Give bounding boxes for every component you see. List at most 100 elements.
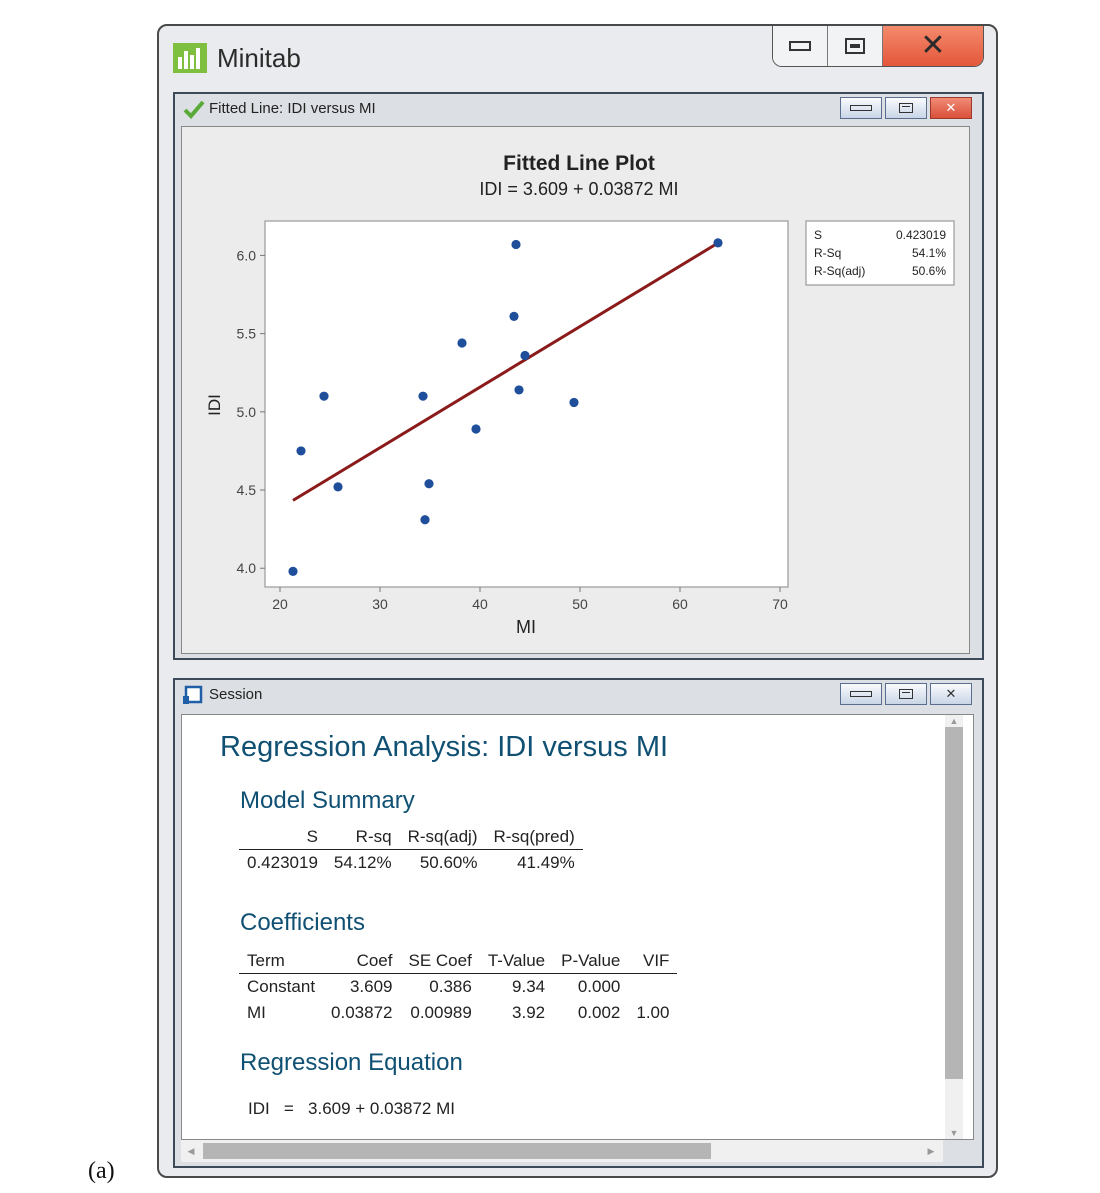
table-row: Constant 3.609 0.386 9.34 0.000 xyxy=(239,974,677,1001)
data-point xyxy=(514,385,524,395)
scroll-down-icon[interactable]: ▼ xyxy=(949,1128,959,1138)
y-tick-label: 5.5 xyxy=(237,326,257,342)
table-cell: 41.49% xyxy=(517,853,575,872)
table-cell: 3.609 xyxy=(349,977,393,996)
scroll-right-icon[interactable]: ▶ xyxy=(927,1146,935,1156)
table-cell: 50.60% xyxy=(419,853,478,872)
table-cell: 0.000 xyxy=(577,977,621,996)
plot-close-button[interactable]: ✕ xyxy=(930,97,972,119)
vertical-scroll-thumb[interactable] xyxy=(945,727,963,1079)
minimize-icon xyxy=(850,105,872,111)
y-axis: 4.0 4.5 5.0 5.5 6.0 xyxy=(237,247,265,576)
table-cell: 1.00 xyxy=(636,1003,670,1022)
equation-equals: = xyxy=(283,1099,294,1118)
x-tick-label: 40 xyxy=(472,596,488,612)
table-cell: 3.92 xyxy=(512,1003,546,1022)
restore-icon xyxy=(899,103,913,113)
window-controls: ✕ xyxy=(772,26,984,67)
session-title: Session xyxy=(209,686,263,703)
y-tick-label: 5.0 xyxy=(237,404,257,420)
minimize-icon xyxy=(850,691,872,697)
data-point xyxy=(511,239,521,250)
stats-value: 54.1% xyxy=(912,246,946,260)
fitted-line-titlebar[interactable]: Fitted Line: IDI versus MI ✕ xyxy=(175,94,982,124)
data-points xyxy=(288,238,723,576)
stats-label: S xyxy=(814,228,822,242)
fitted-line-title: Fitted Line: IDI versus MI xyxy=(209,100,376,117)
minitab-window: Minitab ✕ Fitted Line: IDI versus MI ✕ F… xyxy=(157,24,998,1178)
model-summary-heading: Model Summary xyxy=(240,787,415,814)
column-header: P-Value xyxy=(553,949,629,974)
data-point xyxy=(418,391,428,401)
column-header: SE Coef xyxy=(400,949,480,974)
app-title: Minitab xyxy=(217,43,301,73)
restore-icon xyxy=(899,689,913,699)
table-cell xyxy=(628,974,677,1001)
app-titlebar: Minitab ✕ xyxy=(159,26,996,90)
x-tick-label: 60 xyxy=(672,596,688,612)
session-restore-button[interactable] xyxy=(885,683,927,705)
x-tick-label: 70 xyxy=(772,596,788,612)
x-axis: 20 30 40 50 60 70 xyxy=(272,587,788,612)
session-controls: ✕ xyxy=(840,683,972,705)
table-cell: 9.34 xyxy=(512,977,546,996)
plot-minimize-button[interactable] xyxy=(840,97,882,119)
data-point xyxy=(509,311,519,322)
table-cell: 54.12% xyxy=(333,853,392,872)
data-point xyxy=(288,566,298,576)
checkmark-icon xyxy=(183,100,205,119)
scroll-up-icon[interactable]: ▲ xyxy=(949,716,959,726)
fitted-line-chart: Fitted Line Plot IDI = 3.609 + 0.03872 M… xyxy=(205,152,955,637)
column-header: R-sq(pred) xyxy=(485,825,583,850)
horizontal-scroll-thumb[interactable] xyxy=(203,1143,711,1159)
fitted-line-window[interactable]: Fitted Line: IDI versus MI ✕ Fitted Line… xyxy=(173,92,984,660)
y-tick-label: 4.5 xyxy=(237,482,257,498)
column-header: VIF xyxy=(628,949,678,974)
table-cell: 0.00989 xyxy=(410,1003,472,1022)
horizontal-scrollbar[interactable]: ◀ ▶ xyxy=(181,1140,943,1162)
regression-equation-heading: Regression Equation xyxy=(240,1049,463,1076)
column-header: Coef xyxy=(323,949,401,974)
equation-lhs: IDI xyxy=(248,1099,270,1118)
table-cell: Constant xyxy=(247,977,316,996)
stats-label: R-Sq(adj) xyxy=(814,264,865,278)
session-titlebar[interactable]: Session ✕ xyxy=(175,680,982,710)
y-axis-label: IDI xyxy=(205,394,224,416)
stats-box: S 0.423019 R-Sq 54.1% R-Sq(adj) 50.6% xyxy=(805,220,955,286)
data-point xyxy=(296,446,306,456)
stats-value: 0.423019 xyxy=(896,228,946,242)
session-close-button[interactable]: ✕ xyxy=(930,683,972,705)
stats-value: 50.6% xyxy=(912,264,946,278)
data-point xyxy=(457,338,467,348)
table-cell: 0.386 xyxy=(429,977,472,996)
regression-equation: IDI = 3.609 + 0.03872 MI xyxy=(248,1099,455,1119)
vertical-scrollbar[interactable]: ▲ ▼ xyxy=(945,715,963,1139)
session-output[interactable]: Regression Analysis: IDI versus MI Model… xyxy=(181,714,974,1140)
table-cell: 0.423019 xyxy=(247,853,318,872)
data-point xyxy=(319,391,329,401)
model-summary-table: S R-sq R-sq(adj) R-sq(pred) 0.423019 54.12% 5… xyxy=(239,825,583,876)
session-window[interactable]: Session ✕ Regression Analysis: IDI versu… xyxy=(173,678,984,1168)
table-cell: MI xyxy=(247,1003,266,1022)
close-button[interactable]: ✕ xyxy=(883,26,983,66)
column-header: R-sq xyxy=(325,825,400,850)
scroll-left-icon[interactable]: ◀ xyxy=(187,1146,195,1156)
chart-title: Fitted Line Plot xyxy=(503,152,655,175)
restore-button[interactable] xyxy=(828,26,883,66)
fitted-line-controls: ✕ xyxy=(840,97,972,119)
session-minimize-button[interactable] xyxy=(840,683,882,705)
session-icon xyxy=(183,685,203,704)
x-tick-label: 20 xyxy=(272,596,288,612)
minimize-button[interactable] xyxy=(773,26,828,66)
table-row: 0.423019 54.12% 50.60% 41.49% xyxy=(239,850,583,877)
data-point xyxy=(713,238,723,248)
table-row: MI 0.03872 0.00989 3.92 0.002 1.00 xyxy=(239,1000,677,1026)
close-icon: ✕ xyxy=(945,100,957,116)
data-point xyxy=(420,515,430,525)
data-point xyxy=(569,397,579,408)
data-point xyxy=(520,350,530,361)
plot-restore-button[interactable] xyxy=(885,97,927,119)
table-cell: 0.002 xyxy=(577,1003,621,1022)
figure-label: (a) xyxy=(88,1158,115,1184)
data-point xyxy=(424,479,434,489)
